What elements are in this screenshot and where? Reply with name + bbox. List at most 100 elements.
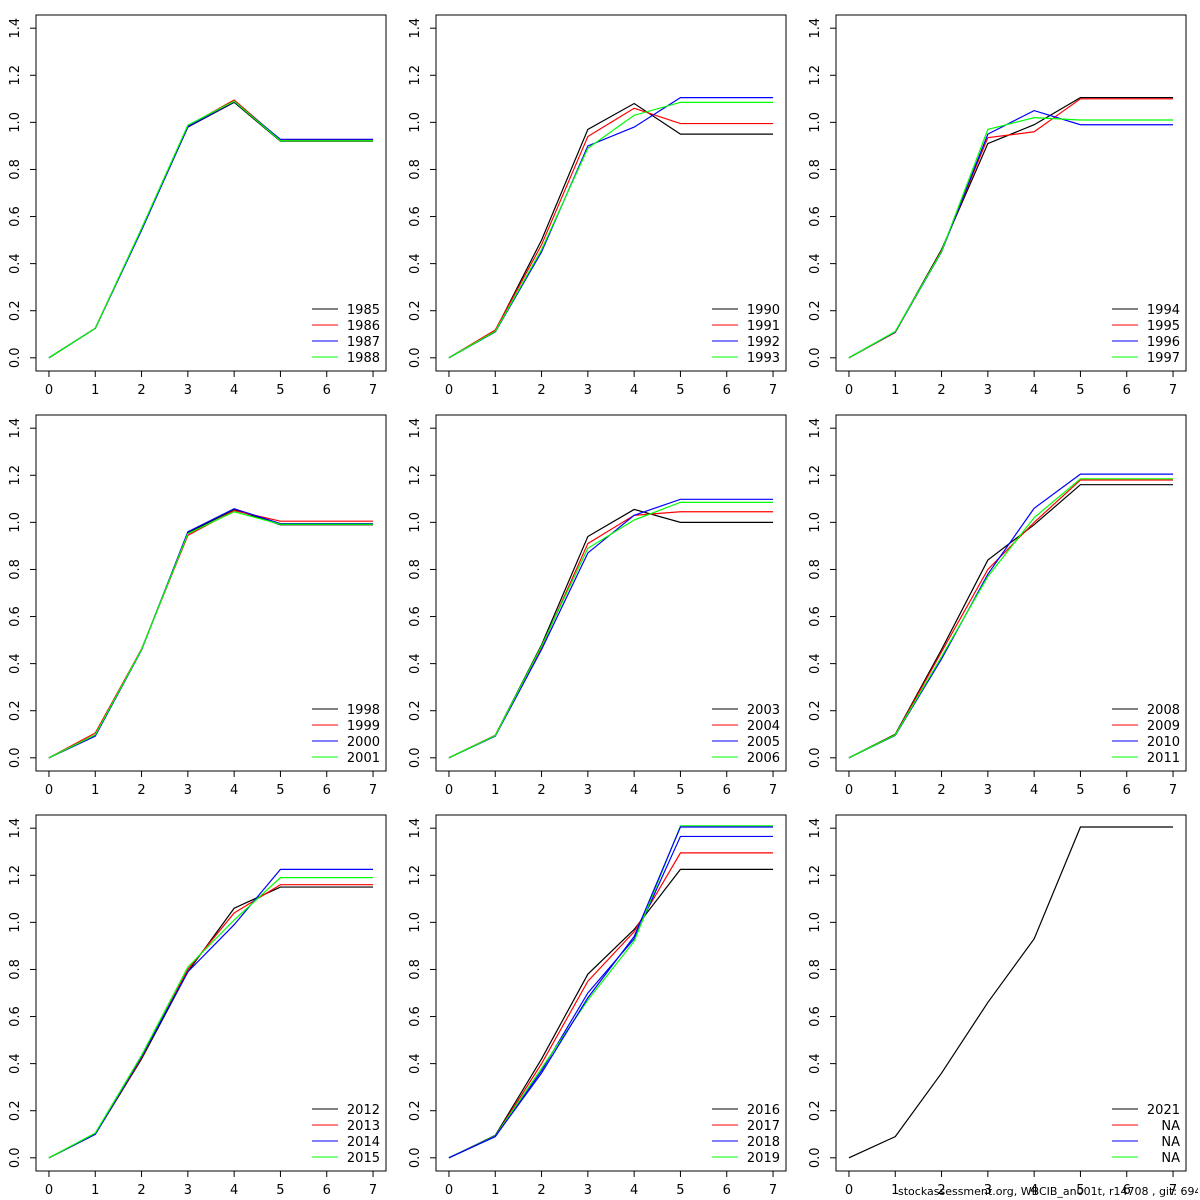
x-tick-label: 0	[45, 1183, 53, 1198]
legend-label: 2006	[747, 751, 780, 766]
x-tick-label: 0	[445, 1183, 453, 1198]
y-tick-label: 1.4	[808, 18, 823, 39]
x-tick-label: 4	[630, 1183, 638, 1198]
series-line-2017	[448, 852, 774, 1159]
series-line-1996	[848, 109, 1174, 359]
x-tick-label: 5	[276, 783, 284, 798]
legend-label: 2019	[747, 1151, 780, 1166]
series-line-2005	[448, 498, 774, 759]
legend-label: 2008	[1147, 703, 1180, 718]
y-tick-label: 1.4	[408, 418, 423, 439]
y-tick-label: 1.2	[8, 65, 23, 86]
x-tick-label: 6	[1123, 383, 1131, 398]
x-tick-label: 2	[137, 783, 145, 798]
legend-label: 2018	[747, 1135, 780, 1150]
y-tick-label: 1.4	[408, 18, 423, 39]
plot-frame	[35, 14, 387, 372]
y-tick-label: 0.6	[408, 1006, 423, 1027]
y-tick-label: 1.2	[808, 65, 823, 86]
series-line-2003	[448, 508, 774, 759]
y-tick-label: 0.6	[8, 606, 23, 627]
plot-frame	[435, 14, 787, 372]
y-tick-label: 1.2	[808, 465, 823, 486]
plot-frame	[835, 14, 1187, 372]
y-tick-label: 0.0	[808, 1147, 823, 1168]
y-tick-label: 0.0	[8, 747, 23, 768]
x-tick-label: 7	[1169, 783, 1177, 798]
x-tick-label: 2	[537, 783, 545, 798]
x-tick-label: 3	[184, 383, 192, 398]
y-tick-label: 0.2	[8, 700, 23, 721]
x-tick-label: 2	[137, 1183, 145, 1198]
y-tick-label: 0.2	[8, 300, 23, 321]
x-tick-label: 7	[769, 1183, 777, 1198]
x-tick-label: 0	[45, 383, 53, 398]
y-tick-label: 0.6	[8, 1006, 23, 1027]
y-tick-label: 0.8	[8, 159, 23, 180]
y-tick-label: 0.6	[408, 206, 423, 227]
legend-label: 1992	[747, 335, 780, 350]
y-tick-label: 1.4	[808, 818, 823, 839]
y-tick-label: 0.2	[808, 300, 823, 321]
plot-frame	[835, 814, 1187, 1172]
x-tick-label: 4	[1030, 783, 1038, 798]
x-tick-label: 6	[723, 1183, 731, 1198]
plot-frame	[35, 814, 387, 1172]
x-tick-label: 6	[323, 383, 331, 398]
y-tick-label: 1.2	[8, 465, 23, 486]
x-tick-label: 5	[676, 383, 684, 398]
legend-label: NA	[1161, 1119, 1180, 1134]
x-tick-label: 1	[91, 383, 99, 398]
x-tick-label: 7	[1169, 1183, 1177, 1198]
legend-label: 2005	[747, 735, 780, 750]
y-tick-label: 0.0	[808, 747, 823, 768]
series-line-2016	[448, 868, 774, 1159]
y-tick-label: 1.4	[8, 18, 23, 39]
y-tick-label: 1.0	[808, 512, 823, 533]
series-line-2004	[448, 511, 774, 759]
x-tick-label: 0	[445, 783, 453, 798]
x-tick-label: 7	[369, 1183, 377, 1198]
y-tick-label: 1.2	[8, 865, 23, 886]
legend-label: 2011	[1147, 751, 1180, 766]
y-tick-label: 0.6	[808, 1006, 823, 1027]
plot-frame	[835, 414, 1187, 772]
x-tick-label: 7	[1169, 383, 1177, 398]
x-tick-label: 5	[276, 383, 284, 398]
x-tick-label: 2	[937, 1183, 945, 1198]
series-line-2011	[848, 478, 1174, 759]
legend-label: 2010	[1147, 735, 1180, 750]
legend-label: 1988	[347, 351, 380, 366]
y-tick-label: 0.6	[408, 606, 423, 627]
series-line-1999	[48, 509, 374, 759]
y-tick-label: 0.2	[808, 700, 823, 721]
series-line-2018	[448, 835, 774, 1159]
y-tick-label: 0.4	[8, 653, 23, 674]
x-tick-label: 1	[91, 1183, 99, 1198]
legend-label: 1993	[747, 351, 780, 366]
x-tick-label: 3	[984, 1183, 992, 1198]
x-tick-label: 1	[491, 783, 499, 798]
x-tick-label: 4	[230, 383, 238, 398]
x-tick-label: 0	[445, 383, 453, 398]
legend-label: 2003	[747, 703, 780, 718]
x-tick-label: 7	[769, 783, 777, 798]
x-tick-label: 4	[1030, 383, 1038, 398]
x-tick-label: 3	[984, 783, 992, 798]
legend-label: NA	[1161, 1151, 1180, 1166]
legend-label: 2015	[347, 1151, 380, 1166]
series-line-1988	[48, 100, 374, 359]
y-tick-label: 0.0	[408, 747, 423, 768]
series-line-1993	[448, 101, 774, 359]
x-tick-label: 1	[491, 383, 499, 398]
x-tick-label: 5	[676, 783, 684, 798]
x-tick-label: 3	[184, 1183, 192, 1198]
y-tick-label: 1.0	[8, 512, 23, 533]
panel-9: 0 1 2 3 4 5 6 70.00.20.40.60.81.01.21.42021NANA…	[808, 814, 1187, 1198]
legend-label: 1994	[1147, 303, 1180, 318]
series-line-2019	[448, 825, 774, 1159]
plot-frame	[435, 414, 787, 772]
y-tick-label: 0.8	[808, 559, 823, 580]
x-tick-label: 7	[369, 383, 377, 398]
legend-label: 1997	[1147, 351, 1180, 366]
